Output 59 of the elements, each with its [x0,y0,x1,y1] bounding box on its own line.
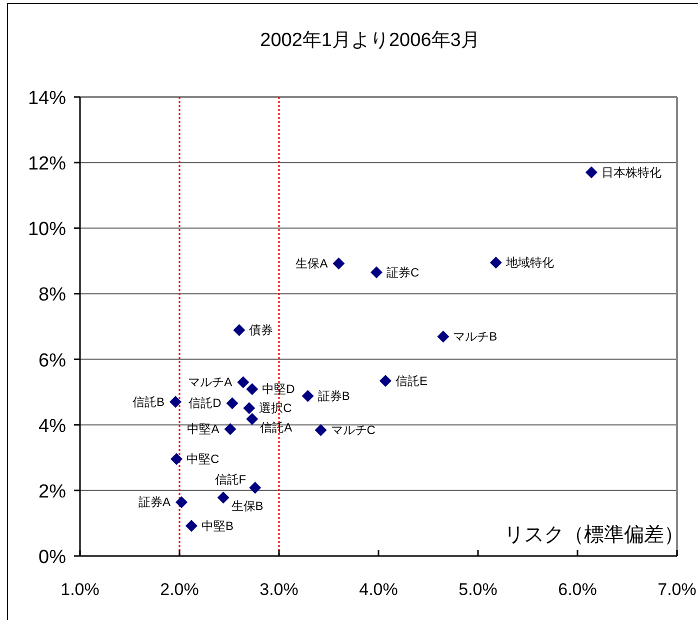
point [246,412,258,425]
x-tick-label: 1.0% [60,580,100,599]
point [217,492,230,504]
series-label: 中堅A [187,422,220,436]
y-tick-label: 0% [38,547,66,568]
x-tick-label: 4.0% [359,580,398,599]
y-tick-label: 12% [28,154,66,175]
point [233,324,246,336]
y-tick-label: 8% [38,284,66,306]
x-axis-title: リスク（標準偏差） [504,524,684,546]
series-label: マルチC [330,423,376,438]
point [226,397,238,410]
series-label: 日本株特化 [601,165,662,180]
series-label: 地域特化 [504,256,554,270]
series-label: マルチA [188,375,232,390]
point [585,166,598,178]
x-tick-label: 5.0% [458,580,498,599]
series-label: 選択C [259,401,292,416]
x-tick-label: 7.0% [658,580,696,599]
x-tick-label: 2.0% [160,580,199,599]
series-label: 生保A [296,256,328,271]
point [175,496,188,508]
point [185,520,198,532]
series-label: 債券 [249,323,274,338]
series-label: 証券A [138,495,170,510]
series-label: 中堅C [186,452,220,466]
point [170,396,182,408]
point [332,258,345,270]
point [246,383,258,396]
point [314,424,327,436]
series-label: 信託E [395,374,428,388]
y-tick-label: 4% [38,416,66,437]
series-label: 信託A [260,420,292,434]
series-label: 信託F [214,472,246,486]
y-tick-label: 10% [28,219,66,240]
series-label: 中堅D [262,382,296,396]
point [437,330,450,343]
point [237,376,250,388]
series-label: 証券B [318,389,350,404]
y-tick-label: 14% [28,88,66,109]
point [370,266,383,278]
point [249,482,262,494]
y-tick-label: 6% [38,350,66,372]
point [224,423,236,436]
y-tick-label: 2% [38,481,66,502]
point [302,390,314,402]
series-label: 証券C [386,265,420,280]
point [243,402,256,414]
x-tick-label: 3.0% [260,580,298,599]
series-label: 生保B [231,499,264,514]
series-label: 信託B [132,394,165,409]
series-label: 中堅B [201,518,234,533]
point [379,374,392,387]
x-tick-label: 6.0% [558,580,597,599]
point [170,452,183,465]
series-label: 信託D [188,396,222,410]
chart-title: 2002年1月より2006年3月 [260,30,480,51]
series-label: マルチB [453,330,498,344]
point [490,256,502,269]
